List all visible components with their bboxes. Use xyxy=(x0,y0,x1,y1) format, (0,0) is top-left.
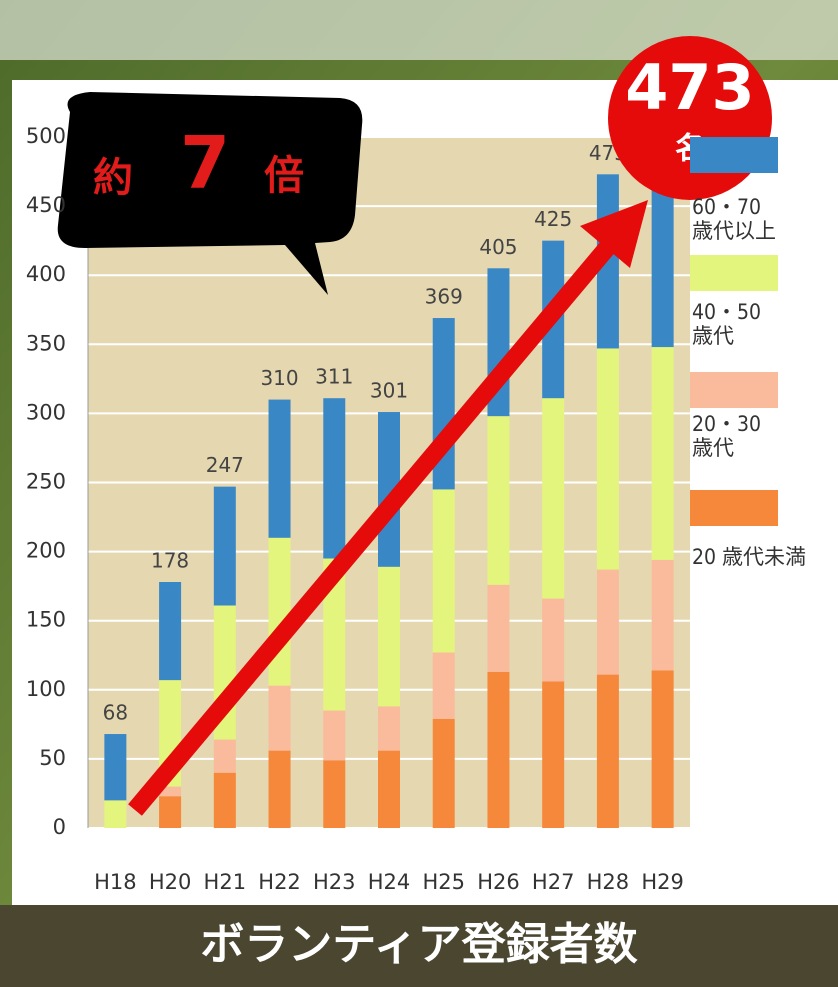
chart: 68178247310311301369405425473 約 7 倍 473 … xyxy=(0,0,838,987)
bar-segment xyxy=(323,398,345,558)
bar-segment xyxy=(542,398,564,598)
bar-segment xyxy=(214,487,236,606)
bar-segment xyxy=(542,599,564,682)
bar-segment xyxy=(597,675,619,828)
y-tick-label: 350 xyxy=(26,331,66,355)
legend-label: 40・50 歳代 xyxy=(692,300,761,348)
bar-segment xyxy=(487,585,509,672)
legend-label: 60・70 歳代以上 xyxy=(692,195,776,243)
y-tick-label: 250 xyxy=(26,470,66,494)
y-tick-label: 200 xyxy=(26,539,66,563)
total-label: 310 xyxy=(260,366,298,390)
bar-segment xyxy=(378,706,400,750)
bar-segment xyxy=(652,670,674,828)
bubble-prefix: 約 xyxy=(93,155,133,201)
y-tick-label: 500 xyxy=(26,124,66,148)
bar-segment xyxy=(542,682,564,828)
bar-segment xyxy=(378,567,400,707)
total-label: 247 xyxy=(206,453,244,477)
x-tick-label: H29 xyxy=(641,870,684,894)
total-label: 178 xyxy=(151,549,189,573)
bar-segment xyxy=(159,582,181,680)
x-tick-label: H27 xyxy=(532,870,575,894)
bar-segment xyxy=(597,570,619,675)
bar-segment xyxy=(269,686,291,751)
legend-label: 20・30 歳代 xyxy=(692,412,761,460)
bar-segment xyxy=(269,751,291,828)
legend-label: 20 歳代未満 xyxy=(692,545,806,569)
bar-segment xyxy=(487,672,509,828)
total-label: 311 xyxy=(315,365,353,389)
y-tick-label: 400 xyxy=(26,262,66,286)
x-tick-label: H23 xyxy=(313,870,356,894)
bar-segment xyxy=(433,719,455,828)
x-tick-label: H28 xyxy=(587,870,630,894)
bar-segment xyxy=(214,773,236,828)
y-tick-label: 100 xyxy=(26,677,66,701)
x-tick-label: H25 xyxy=(422,870,465,894)
total-label: 369 xyxy=(425,285,463,309)
legend-swatch xyxy=(690,490,778,526)
total-label: 425 xyxy=(534,207,572,231)
y-tick-label: 50 xyxy=(39,746,66,770)
legend-swatch xyxy=(690,255,778,291)
x-tick-label: H21 xyxy=(204,870,247,894)
total-label: 301 xyxy=(370,379,408,403)
bar-segment xyxy=(104,800,126,828)
bar-segment xyxy=(652,560,674,671)
bar-segment xyxy=(323,711,345,761)
bar-segment xyxy=(652,347,674,560)
page: 68178247310311301369405425473 約 7 倍 473 … xyxy=(0,0,838,987)
legend-swatch xyxy=(690,137,778,173)
x-tick-label: H20 xyxy=(149,870,192,894)
bubble-suffix: 倍 xyxy=(264,153,304,199)
x-tick-label: H22 xyxy=(258,870,301,894)
bar-segment xyxy=(597,348,619,569)
bar-segment xyxy=(269,538,291,686)
x-tick-label: H18 xyxy=(94,870,137,894)
bar-segment xyxy=(487,416,509,585)
bar-segment xyxy=(214,740,236,773)
bar-segment xyxy=(433,489,455,652)
y-tick-label: 300 xyxy=(26,400,66,424)
bar-segment xyxy=(159,796,181,828)
legend-swatch xyxy=(690,372,778,408)
bar-segment xyxy=(269,400,291,538)
y-tick-label: 150 xyxy=(26,608,66,632)
bubble-number: 7 xyxy=(180,121,230,205)
y-tick-label: 0 xyxy=(53,815,66,839)
bar-segment xyxy=(104,734,126,800)
chart-title: ボランティア登録者数 xyxy=(200,919,637,970)
x-tick-label: H26 xyxy=(477,870,520,894)
y-tick-label: 450 xyxy=(26,193,66,217)
total-label: 68 xyxy=(103,701,128,725)
total-label: 405 xyxy=(479,235,517,259)
bar-segment xyxy=(323,760,345,828)
x-tick-label: H24 xyxy=(368,870,411,894)
bar-segment xyxy=(652,178,674,347)
bar-segment xyxy=(433,652,455,718)
badge-value: 473 xyxy=(625,51,754,124)
bar-segment xyxy=(378,751,400,828)
